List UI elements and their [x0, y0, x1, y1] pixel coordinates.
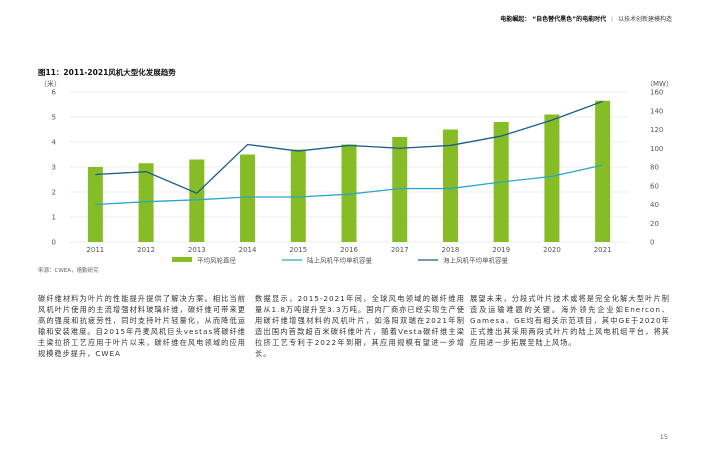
x-tick-label: 2020: [543, 246, 561, 254]
x-tick-label: 2013: [188, 246, 206, 254]
body-column-3: 展望未来，分段式叶片技术或将是完全化解大型叶片制造及运输难题的关键。海外领先企业…: [470, 294, 670, 347]
body-column-1: 碳纤维材料为叶片的性能提升提供了解决方案。相比当前风机叶片使用的主流增强材料玻璃…: [38, 294, 246, 358]
x-tick-label: 2019: [492, 246, 510, 254]
right-tick-label: 80: [650, 164, 659, 172]
left-tick-label: 5: [52, 114, 56, 122]
left-tick-label: 0: [52, 239, 56, 247]
bar-rotor-diameter: [392, 137, 408, 242]
bar-rotor-diameter: [544, 114, 560, 242]
right-tick-label: 140: [650, 107, 663, 115]
left-axis-unit: （米）: [40, 79, 61, 88]
x-tick-label: 2017: [391, 246, 409, 254]
left-tick-label: 1: [52, 214, 56, 222]
legend-label: 陆上风机平均单机容量: [307, 256, 373, 265]
left-tick-label: 6: [52, 89, 57, 97]
right-tick-label: 100: [650, 145, 663, 153]
x-tick-label: 2012: [137, 246, 155, 254]
x-tick-label: 2016: [340, 246, 358, 254]
bar-rotor-diameter: [290, 149, 306, 242]
right-tick-label: 160: [650, 89, 663, 97]
x-tick-label: 2014: [239, 246, 257, 254]
legend-label: 平均风轮直径: [197, 256, 237, 265]
header-separator: |: [611, 16, 614, 23]
x-tick-label: 2011: [86, 246, 104, 254]
x-tick-label: 2015: [289, 246, 307, 254]
right-tick-label: 0: [650, 239, 654, 247]
chart-source: 来源：CWEA，德勤研究: [38, 268, 99, 274]
left-tick-label: 3: [52, 164, 56, 172]
body-column-2: 数据显示，2015-2021年间，全球风电领域的碳纤维用量从1.8万吨提升至3.…: [255, 294, 465, 358]
bar-rotor-diameter: [595, 100, 611, 242]
bar-rotor-diameter: [341, 144, 357, 242]
bar-rotor-diameter: [138, 163, 154, 242]
legend-swatch-bar: [172, 257, 192, 262]
bar-rotor-diameter: [189, 159, 205, 242]
x-tick-label: 2018: [442, 246, 460, 254]
right-tick-label: 60: [650, 182, 659, 190]
left-tick-label: 2: [52, 189, 56, 197]
page-header: 电能崛起： “自色替代黑色”的电能时代 | 以技术创新建模构造: [500, 14, 672, 23]
left-tick-label: 4: [52, 139, 57, 147]
bar-rotor-diameter: [442, 129, 458, 242]
right-tick-label: 40: [650, 201, 659, 209]
right-axis-unit: （MW）: [646, 80, 673, 88]
right-tick-label: 120: [650, 126, 663, 134]
line-onshore-capacity: [95, 164, 603, 206]
legend-label: 海上风机平均单机容量: [443, 256, 509, 265]
x-tick-label: 2021: [594, 246, 612, 254]
header-subtitle: 以技术创新建模构造: [617, 16, 672, 23]
bar-rotor-diameter: [240, 154, 256, 242]
header-prefix: 电能崛起：: [500, 16, 531, 23]
header-title: “自色替代黑色”的电能时代: [532, 16, 607, 23]
right-tick-label: 20: [650, 220, 659, 228]
page-number: 15: [659, 433, 668, 441]
figure-title: 图11：2011-2021风机大型化发展趋势: [38, 68, 176, 77]
line-offshore-capacity: [95, 100, 603, 195]
